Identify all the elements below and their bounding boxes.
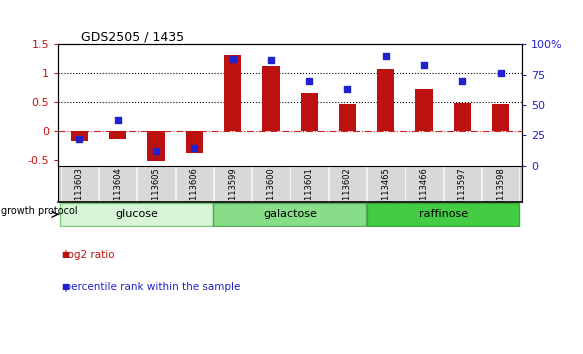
- Text: percentile rank within the sample: percentile rank within the sample: [58, 282, 241, 292]
- Text: GSM113465: GSM113465: [381, 167, 390, 218]
- Point: [381, 53, 391, 59]
- Text: raffinose: raffinose: [419, 210, 468, 219]
- Text: GSM113597: GSM113597: [458, 167, 467, 218]
- Text: GDS2505 / 1435: GDS2505 / 1435: [82, 30, 185, 43]
- Text: GSM113604: GSM113604: [113, 167, 122, 218]
- Bar: [405, 166, 443, 202]
- Bar: [329, 166, 366, 202]
- Bar: [185, 131, 203, 153]
- Point: [343, 86, 352, 92]
- Text: GSM113599: GSM113599: [228, 167, 237, 218]
- Point: [458, 78, 467, 84]
- Point: [152, 148, 161, 154]
- Bar: [224, 55, 241, 131]
- Bar: [252, 166, 290, 202]
- Text: GSM113600: GSM113600: [266, 167, 275, 218]
- Point: [419, 62, 429, 68]
- Bar: [377, 69, 395, 131]
- Bar: [492, 104, 510, 131]
- Text: GSM113605: GSM113605: [152, 167, 160, 218]
- Text: GSM113598: GSM113598: [496, 167, 505, 218]
- Bar: [262, 65, 279, 131]
- Text: galactose: galactose: [263, 210, 317, 219]
- Bar: [301, 93, 318, 131]
- Bar: [367, 166, 405, 202]
- Text: ■: ■: [61, 250, 69, 259]
- Bar: [147, 131, 164, 161]
- Bar: [61, 166, 98, 202]
- Text: glucose: glucose: [115, 210, 158, 219]
- Text: growth protocol: growth protocol: [1, 206, 77, 216]
- Text: log2 ratio: log2 ratio: [58, 250, 115, 260]
- Text: GSM113606: GSM113606: [190, 167, 199, 218]
- Bar: [137, 166, 175, 202]
- Bar: [482, 166, 519, 202]
- Point: [228, 56, 237, 62]
- Point: [304, 78, 314, 84]
- Text: ■: ■: [61, 282, 69, 291]
- Bar: [416, 89, 433, 131]
- Bar: [99, 166, 136, 202]
- Bar: [367, 203, 519, 226]
- Point: [266, 57, 276, 63]
- Bar: [60, 203, 213, 226]
- Bar: [339, 104, 356, 131]
- Bar: [175, 166, 213, 202]
- Bar: [290, 166, 328, 202]
- Text: GSM113466: GSM113466: [420, 167, 429, 218]
- Point: [75, 136, 84, 142]
- Text: GSM113601: GSM113601: [305, 167, 314, 218]
- Bar: [444, 166, 481, 202]
- Bar: [213, 203, 366, 226]
- Point: [496, 70, 505, 76]
- Point: [113, 117, 122, 122]
- Text: GSM113602: GSM113602: [343, 167, 352, 218]
- Bar: [71, 131, 88, 142]
- Text: GSM113603: GSM113603: [75, 167, 84, 218]
- Bar: [109, 131, 127, 138]
- Point: [189, 145, 199, 150]
- Bar: [214, 166, 251, 202]
- Bar: [454, 103, 471, 131]
